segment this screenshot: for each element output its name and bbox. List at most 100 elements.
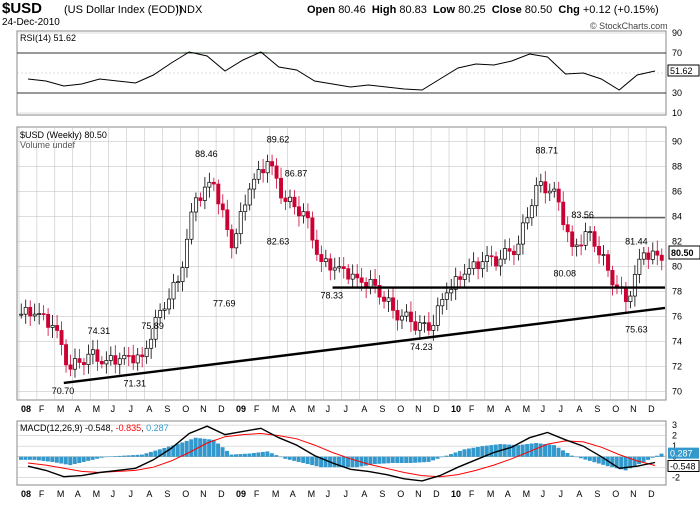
price-bar-body xyxy=(440,299,445,307)
price-y-tick: 74 xyxy=(672,337,682,347)
macd-hist-bar xyxy=(516,445,521,457)
price-bar-body xyxy=(81,362,86,366)
price-x-tick: F xyxy=(254,404,260,414)
macd-x-tick: J xyxy=(344,489,349,499)
price-bar-body xyxy=(641,252,646,260)
price-bar-body xyxy=(211,181,216,185)
symbol-name: (US Dollar Index (EOD)) xyxy=(64,4,183,16)
macd-hist-bar xyxy=(363,456,368,466)
price-x-tick: 09 xyxy=(236,404,246,414)
macd-x-tick: S xyxy=(594,489,600,499)
macd-hist-bar xyxy=(489,445,494,457)
macd-x-tick: M xyxy=(57,489,64,499)
macd-hist-bar xyxy=(148,451,153,457)
price-bar-body xyxy=(171,281,176,300)
price-y-tick: 90 xyxy=(672,137,682,147)
macd-hist-bar xyxy=(229,454,234,457)
macd-hist-bar xyxy=(377,456,382,464)
macd-x-ticks: 08 F M A M J J A S O N D 09 F M A M J J A S O N D 10 F M A M J J A S O N D xyxy=(21,489,655,499)
price-y-tick: 78 xyxy=(672,287,682,297)
macd-hist-bar xyxy=(596,456,601,464)
macd-hist-bar xyxy=(166,446,171,457)
macd-x-tick: F xyxy=(469,489,475,499)
price-y-ticks: 70 72 74 76 78 80 82 84 86 88 90 xyxy=(672,137,682,397)
price-bar-body xyxy=(408,311,413,323)
price-bar-body xyxy=(637,258,642,275)
macd-x-tick: J xyxy=(111,489,116,499)
macd-x-tick: J xyxy=(326,489,331,499)
macd-hist-bar xyxy=(475,446,480,457)
macd-hist-bar xyxy=(139,454,144,457)
high-label: High xyxy=(371,4,397,16)
price-bar-body xyxy=(538,181,543,186)
macd-hist-bar xyxy=(583,456,588,460)
macd-x-tick: A xyxy=(576,489,582,499)
macd-hist-bar xyxy=(23,456,28,460)
macd-hist-bar xyxy=(484,445,489,457)
price-bar-body xyxy=(229,229,234,249)
macd-hist-bar xyxy=(153,450,158,457)
price-bar-body xyxy=(391,297,395,311)
price-bar-body xyxy=(113,355,118,365)
macd-hist-bar xyxy=(274,455,279,457)
macd-hist-bar xyxy=(198,438,203,457)
price-annotation: 86.87 xyxy=(285,169,308,179)
price-bar-body xyxy=(225,209,230,230)
macd-hist-bar xyxy=(95,456,100,459)
macd-hist-bar xyxy=(81,456,86,462)
macd-hist-bar xyxy=(350,456,355,468)
macd-hist-bar xyxy=(287,456,292,460)
price-x-tick: J xyxy=(129,404,134,414)
macd-x-tick: A xyxy=(146,489,152,499)
macd-hist-bar xyxy=(574,456,579,458)
macd-hist-bar xyxy=(305,456,310,465)
macd-x-tick: 09 xyxy=(236,489,246,499)
price-y-tick: 88 xyxy=(672,162,682,172)
quote-summary: Open 80.46 High 80.83 Low 80.25 Close 80… xyxy=(307,4,659,16)
macd-value: -0.548 xyxy=(85,423,111,433)
high-value: 80.83 xyxy=(399,4,427,16)
rsi-marks xyxy=(27,51,656,91)
price-y-tick: 84 xyxy=(672,212,682,222)
price-bar-body xyxy=(426,322,431,331)
macd-hist-bar xyxy=(449,454,453,457)
macd-hist-bar xyxy=(399,456,404,463)
price-annotation: 81.44 xyxy=(625,237,648,247)
macd-x-tick: A xyxy=(290,489,296,499)
price-bar-body xyxy=(592,231,597,247)
macd-hist-bar xyxy=(565,453,570,457)
macd-y-tick: -2 xyxy=(672,473,680,483)
volume-label: Volume undef xyxy=(20,140,76,150)
price-bar-body xyxy=(494,256,498,267)
hist-value: 0.287 xyxy=(146,423,169,433)
price-bar-body xyxy=(122,355,127,360)
macd-hist-bar xyxy=(560,450,565,457)
macd-x-tick: F xyxy=(39,489,45,499)
price-bar-body xyxy=(37,313,42,315)
rsi-grid xyxy=(17,32,666,114)
price-bars xyxy=(19,154,664,378)
macd-hist-bar xyxy=(126,455,131,457)
rsi-y-tick: 70 xyxy=(672,48,682,58)
open-label: Open xyxy=(307,4,336,16)
macd-hist-bar xyxy=(466,448,471,457)
macd-hist-bar xyxy=(86,456,91,461)
macd-hist-bar xyxy=(538,443,543,457)
macd-hist-bar xyxy=(413,456,418,463)
price-bar-body xyxy=(610,270,615,286)
price-x-tick: D xyxy=(648,404,655,414)
macd-x-tick: M xyxy=(93,489,101,499)
macd-hist-bar xyxy=(36,456,41,461)
macd-hist-bar xyxy=(435,456,440,459)
macd-hist-bar xyxy=(341,456,346,468)
price-x-tick: J xyxy=(326,404,331,414)
macd-hist-bar xyxy=(59,456,64,464)
macd-hist-bar xyxy=(242,453,247,457)
price-x-tick: A xyxy=(75,404,81,414)
rsi-title: RSI(14) 51.62 xyxy=(20,33,76,43)
macd-hist-bar xyxy=(417,456,422,463)
price-bar-body xyxy=(126,355,131,357)
price-annotation: 70.70 xyxy=(52,386,75,396)
price-x-tick: F xyxy=(39,404,45,414)
